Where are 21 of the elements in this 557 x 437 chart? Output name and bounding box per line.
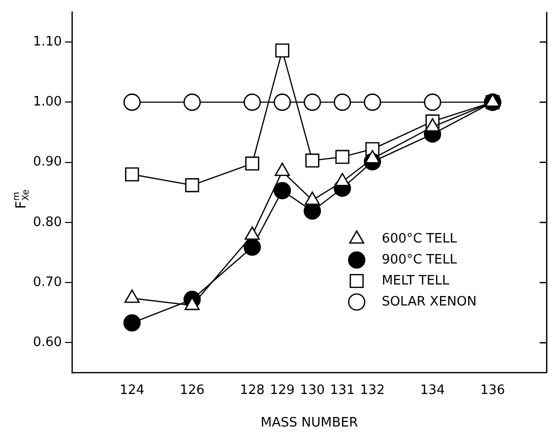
y-tick-label: 0.80 — [32, 214, 62, 230]
y-tick-label: 1.00 — [32, 94, 62, 110]
y-tick-label: 1.10 — [32, 34, 62, 50]
x-tick-label: 128 — [240, 382, 265, 398]
legend-label: 900°C TELL — [382, 252, 458, 268]
x-tick-label: 130 — [300, 382, 325, 398]
x-tick-label: 132 — [360, 382, 385, 398]
x-tick-label: 134 — [420, 382, 445, 398]
x-axis-title: MASS NUMBER — [260, 416, 358, 431]
legend-label: SOLAR XENON — [382, 294, 477, 310]
legend-label: MELT TELL — [382, 273, 450, 288]
legend-label: 600°C TELL — [382, 231, 458, 246]
y-tick-label: 0.70 — [32, 274, 62, 290]
y-tick-label: 0.60 — [32, 335, 62, 350]
x-tick-label: 136 — [480, 382, 506, 398]
x-tick-label: 126 — [180, 382, 205, 398]
x-tick-label: 124 — [120, 382, 144, 398]
y-axis-title: FmXe — [12, 188, 32, 209]
y-tick-label: 0.90 — [32, 154, 62, 170]
x-tick-label: 131 — [330, 382, 355, 398]
x-tick-label: 129 — [270, 382, 295, 398]
